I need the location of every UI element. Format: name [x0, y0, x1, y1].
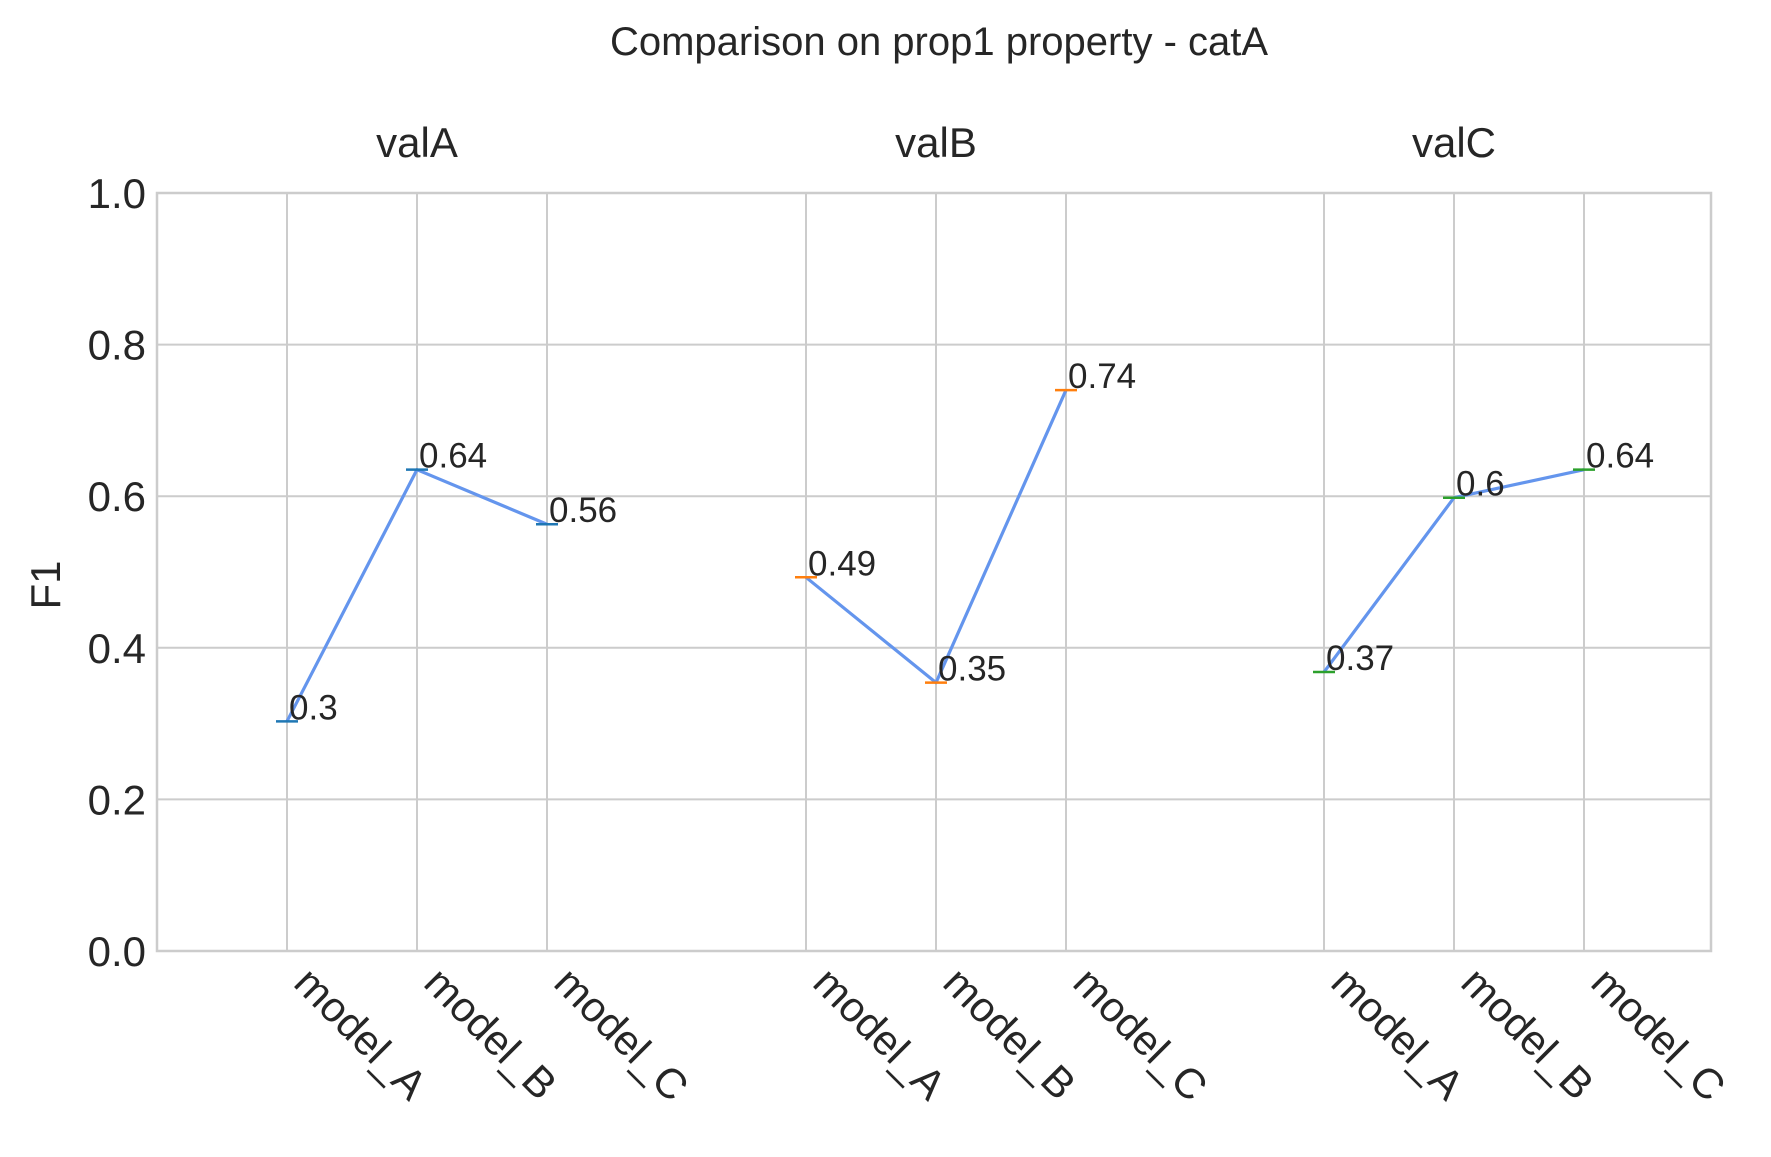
y-axis-label: F1 [22, 560, 69, 609]
y-tick-label: 1.0 [88, 170, 146, 217]
chart-title: Comparison on prop1 property - catA [610, 20, 1268, 64]
series-markers [276, 388, 1595, 723]
group-titles: valA valB valC [376, 119, 1496, 166]
data-label: 0.56 [549, 491, 617, 530]
group-title: valA [376, 119, 458, 166]
data-label: 0.6 [1456, 465, 1505, 504]
plot-border [155, 191, 1713, 953]
data-label: 0.64 [1586, 437, 1654, 476]
group-title: valB [895, 119, 977, 166]
plot-grid [157, 192, 1711, 952]
y-tick-label: 0.6 [88, 473, 146, 520]
data-label: 0.3 [289, 688, 338, 727]
data-label: 0.49 [808, 544, 876, 583]
data-label: 0.74 [1068, 357, 1136, 396]
y-axis: 0.0 0.2 0.4 0.6 0.8 1.0 [88, 170, 146, 975]
data-label: 0.37 [1326, 639, 1394, 678]
y-tick-label: 0.4 [88, 625, 146, 672]
y-tick-label: 0.0 [88, 928, 146, 975]
y-tick-label: 0.8 [88, 322, 146, 369]
data-labels: 0.3 0.64 0.56 0.49 0.35 0.74 0.37 0.6 0.64 [289, 357, 1654, 727]
plot-frame [155, 191, 1713, 953]
data-label: 0.35 [938, 650, 1006, 689]
y-tick-label: 0.2 [88, 776, 146, 823]
data-label: 0.64 [419, 437, 487, 476]
group-title: valC [1412, 119, 1496, 166]
